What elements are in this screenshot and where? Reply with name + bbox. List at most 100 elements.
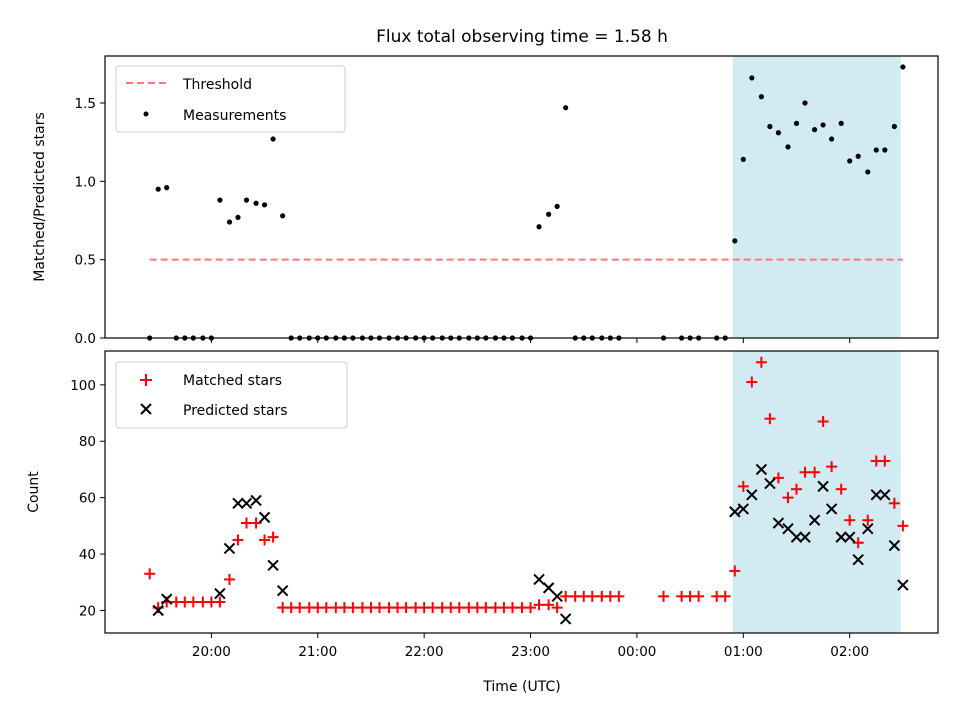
measurement-point bbox=[900, 64, 906, 70]
top-y-tick-label: 1.0 bbox=[75, 174, 96, 190]
bottom-y-tick-label: 40 bbox=[79, 547, 96, 563]
matched-star-point bbox=[525, 602, 537, 614]
bottom-y-tick-label: 100 bbox=[70, 378, 96, 394]
matched-star-point bbox=[835, 483, 847, 495]
measurement-point bbox=[253, 200, 259, 206]
matched-star-point bbox=[347, 602, 359, 614]
predicted-star-point bbox=[852, 553, 864, 566]
bottom-legend-frame bbox=[115, 361, 348, 429]
matched-star-point bbox=[791, 483, 803, 495]
matched-star-point bbox=[737, 480, 749, 492]
predicted-star-point bbox=[160, 593, 173, 605]
predicted-star-point bbox=[897, 579, 909, 591]
matched-star-point bbox=[259, 534, 271, 546]
measurement-point bbox=[829, 136, 835, 142]
measurement-point bbox=[767, 123, 773, 130]
matched-star-point bbox=[888, 497, 900, 509]
legend-threshold-label: Threshold bbox=[182, 77, 252, 93]
predicted-star-point bbox=[250, 494, 262, 507]
top-marks bbox=[147, 64, 906, 341]
measurement-point bbox=[235, 214, 241, 220]
matched-star-point bbox=[223, 573, 235, 585]
measurement-point bbox=[873, 147, 879, 153]
measurement-point bbox=[243, 197, 250, 203]
predicted-star-point bbox=[542, 582, 555, 594]
top-highlight-band bbox=[732, 56, 901, 338]
top-y-tick-label: 1.5 bbox=[75, 96, 96, 112]
matched-star-point bbox=[214, 596, 226, 608]
measurement-point bbox=[226, 219, 233, 225]
predicted-star-point bbox=[276, 584, 289, 597]
measurement-point bbox=[793, 120, 800, 126]
matched-star-point bbox=[480, 602, 492, 614]
top-frame bbox=[104, 55, 939, 339]
measurement-point bbox=[802, 100, 808, 106]
matched-star-point bbox=[400, 602, 412, 614]
predicted-star-point bbox=[152, 604, 164, 617]
matched-star-point bbox=[586, 590, 598, 602]
bottom-highlight-rect bbox=[732, 351, 901, 633]
matched-star-point bbox=[719, 590, 731, 602]
measurement-point bbox=[536, 224, 542, 230]
matched-star-point bbox=[879, 455, 891, 467]
predicted-star-point bbox=[729, 506, 741, 518]
predicted-star-point bbox=[267, 559, 279, 572]
measurement-point bbox=[155, 186, 161, 192]
predicted-star-point bbox=[240, 497, 253, 509]
predicted-star-point bbox=[232, 497, 244, 509]
predicted-star-point bbox=[772, 517, 785, 529]
matched-star-point bbox=[560, 590, 572, 602]
matched-star-point bbox=[782, 492, 794, 504]
bottom-x-tick-label: 01:00 bbox=[724, 644, 763, 660]
matched-star-point bbox=[772, 472, 784, 484]
matched-star-point bbox=[506, 602, 518, 614]
legend-predicted-swatch bbox=[140, 403, 152, 415]
measurement-point bbox=[820, 122, 826, 128]
bottom-legend: Matched stars Predicted stars bbox=[115, 361, 348, 429]
matched-star-point bbox=[551, 602, 563, 614]
measurement-point bbox=[554, 203, 560, 209]
predicted-star-point bbox=[764, 477, 776, 490]
measurement-point bbox=[740, 156, 746, 162]
matched-star-point bbox=[729, 565, 741, 577]
predicted-star-point bbox=[888, 539, 901, 552]
predicted-star-point bbox=[790, 531, 803, 543]
predicted-star-point bbox=[746, 489, 758, 501]
measurement-point bbox=[749, 75, 755, 81]
top-panel: 0.0 0.5 1.0 1.5 Matched/Predicted stars Thr… bbox=[32, 55, 939, 347]
chart-title: Flux total observing time = 1.58 h bbox=[376, 27, 668, 47]
predicted-star-point bbox=[559, 613, 572, 625]
predicted-star-point bbox=[737, 503, 750, 515]
measurement-point bbox=[865, 169, 871, 175]
bottom-y-tick-label: 80 bbox=[79, 434, 96, 450]
predicted-star-point bbox=[223, 542, 236, 555]
top-legend-frame bbox=[115, 65, 346, 133]
predicted-star-point bbox=[825, 503, 838, 515]
measurement-point bbox=[270, 136, 276, 142]
matched-star-point bbox=[897, 520, 909, 532]
measurement-point bbox=[785, 144, 791, 150]
bottom-y-tick-label: 20 bbox=[79, 603, 96, 619]
matched-star-point bbox=[294, 602, 306, 614]
bottom-x-tick-label: 00:00 bbox=[617, 644, 656, 660]
predicted-star-point bbox=[817, 480, 829, 493]
bottom-panel: 20 40 60 80 100 20:00 21:00 22:00 23:00 00:00 01:0… bbox=[26, 350, 939, 695]
bottom-x-tick-label: 02:00 bbox=[830, 644, 869, 660]
measurement-point bbox=[280, 213, 286, 219]
matched-star-point bbox=[267, 531, 279, 543]
top-legend: Threshold Measurements bbox=[115, 65, 346, 133]
predicted-star-point bbox=[533, 573, 545, 586]
matched-star-point bbox=[817, 416, 829, 427]
legend-measurements-swatch bbox=[143, 111, 149, 117]
predicted-star-point bbox=[755, 463, 768, 476]
bottom-x-tick-label: 22:00 bbox=[405, 644, 444, 660]
measurement-point bbox=[563, 105, 569, 111]
bottom-frame bbox=[104, 350, 939, 634]
measurement-point bbox=[732, 238, 738, 244]
matched-star-point bbox=[613, 590, 625, 602]
bottom-axes: 20 40 60 80 100 20:00 21:00 22:00 23:00 00:00 01:0… bbox=[70, 350, 939, 660]
legend-matched-swatch bbox=[140, 374, 152, 386]
x-axis-label: Time (UTC) bbox=[482, 679, 560, 695]
matched-star-point bbox=[693, 590, 705, 602]
predicted-star-point bbox=[835, 531, 847, 543]
